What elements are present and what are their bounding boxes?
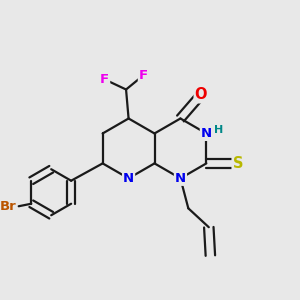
Text: F: F: [139, 69, 148, 82]
Text: O: O: [195, 87, 207, 102]
Text: S: S: [232, 156, 243, 171]
Text: N: N: [123, 172, 134, 185]
Text: Br: Br: [0, 200, 16, 213]
Text: H: H: [214, 125, 223, 135]
Text: N: N: [175, 172, 186, 185]
Text: F: F: [100, 73, 109, 86]
Text: N: N: [201, 127, 212, 140]
